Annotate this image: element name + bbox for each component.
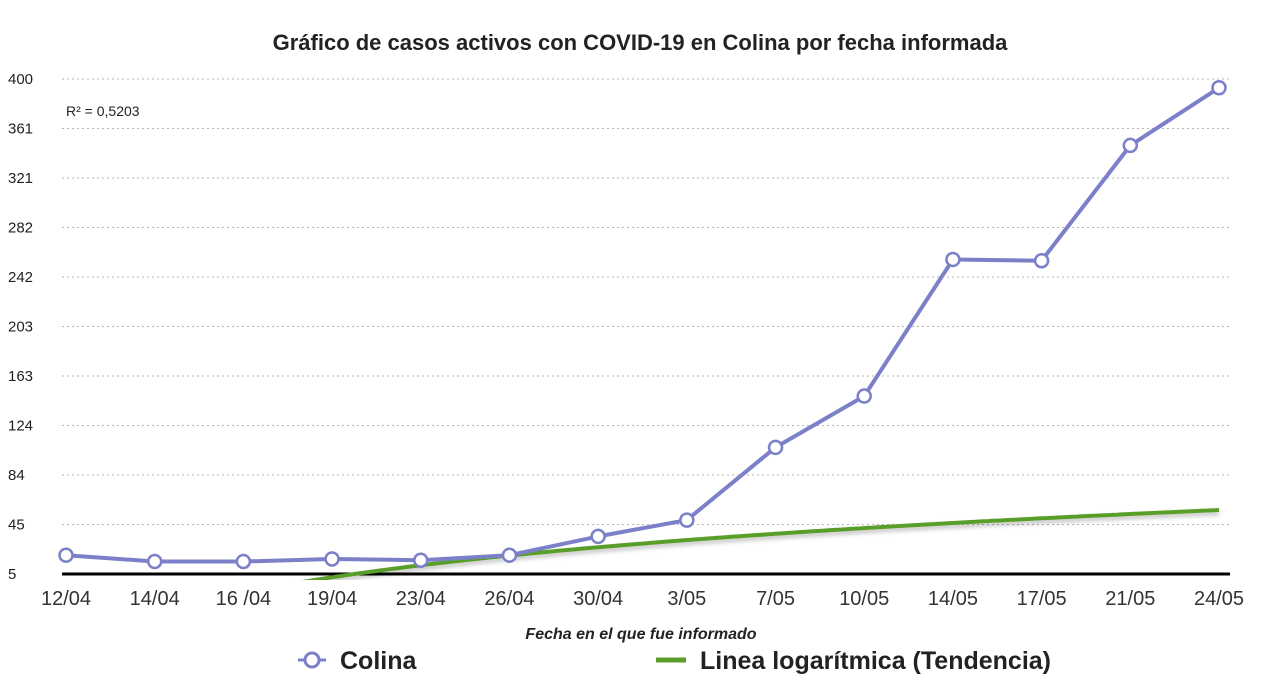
x-tick-label: 21/05 (1105, 588, 1155, 610)
x-tick-label: 17/05 (1017, 588, 1067, 610)
x-axis-label: Fecha en el que fue informado (525, 626, 756, 643)
legend-colina-marker (303, 651, 321, 669)
x-tick-label: 19/04 (307, 588, 357, 610)
colina-point (58, 547, 74, 563)
colina-point (767, 439, 784, 456)
colina-point (1211, 80, 1227, 96)
colina-point (679, 512, 695, 528)
y-tick-label: 361 (8, 121, 33, 138)
y-tick-label: 163 (8, 368, 33, 385)
chart-title: Gráfico de casos activos con COVID-19 en… (273, 30, 1009, 55)
legend-colina-label: Colina (340, 647, 417, 675)
legend-trendline-label: Linea logarítmica (Tendencia) (700, 647, 1051, 675)
colina-point (146, 553, 163, 570)
y-tick-label: 203 (8, 319, 33, 336)
legend: Colina Linea logarítmica (Tendencia) (298, 647, 1051, 675)
legend-item-trendline: Linea logarítmica (Tendencia) (656, 647, 1051, 675)
colina-point (1033, 252, 1050, 269)
colina-point (1122, 137, 1139, 154)
x-tick-label: 14/05 (928, 588, 978, 610)
x-tick-label: 30/04 (573, 588, 623, 610)
x-tick-label: 7/05 (756, 588, 795, 610)
x-tick-label: 10/05 (839, 588, 889, 610)
y-tick-label: 321 (8, 170, 33, 187)
y-tick-label: 45 (8, 517, 25, 534)
colina-point (413, 552, 429, 568)
r-squared-label: R² = 0,5203 (66, 103, 140, 119)
trendline-series (302, 508, 1220, 580)
colina-point (590, 528, 606, 545)
x-tick-label: 3/05 (667, 588, 706, 610)
gridlines (62, 78, 1232, 525)
y-tick-label: 242 (8, 269, 33, 286)
x-tick-label: 12/04 (41, 588, 91, 610)
y-tick-label: 400 (8, 71, 33, 88)
colina-point (945, 251, 961, 268)
y-tick-label: 124 (8, 418, 33, 435)
colina-point (235, 553, 252, 570)
x-tick-label: 23/04 (396, 588, 446, 610)
colina-series (58, 80, 1227, 570)
x-tick-label: 16 /04 (216, 588, 272, 610)
y-tick-label: 282 (8, 220, 33, 237)
x-tick-label: 24/05 (1194, 588, 1244, 610)
legend-item-colina: Colina (298, 647, 417, 675)
x-tick-label: 26/04 (484, 588, 534, 610)
colina-point (324, 551, 340, 567)
y-tick-label: 5 (8, 566, 16, 583)
x-tick-label: 14/04 (130, 588, 180, 610)
x-axis-ticks: 12/04 14/04 16 /04 19/04 23/04 26/04 30/04 3/05… (41, 588, 1244, 610)
colina-point (856, 388, 872, 404)
y-axis-ticks: 5 45 84 124 163 203 242 282 321 361 400 (8, 71, 33, 583)
colina-point (501, 547, 518, 563)
colina-line (65, 86, 1221, 564)
trendline-path (302, 508, 1220, 580)
y-tick-label: 84 (8, 467, 25, 484)
